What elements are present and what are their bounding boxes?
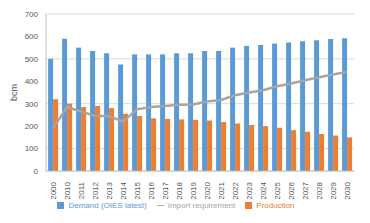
svg-text:2018: 2018 <box>175 181 184 199</box>
svg-text:2030: 2030 <box>343 181 352 199</box>
svg-text:2014: 2014 <box>119 181 128 199</box>
svg-text:2015: 2015 <box>133 181 142 199</box>
svg-text:2017: 2017 <box>161 181 170 199</box>
svg-text:2029: 2029 <box>329 181 338 199</box>
svg-text:0: 0 <box>34 167 39 176</box>
html-text:Import requirement: Import requirement <box>167 201 236 210</box>
svg-text:2000: 2000 <box>49 181 58 199</box>
svg-text:700: 700 <box>25 10 39 19</box>
svg-text:100: 100 <box>25 144 39 153</box>
svg-text:2010: 2010 <box>63 181 72 199</box>
svg-text:2016: 2016 <box>147 181 156 199</box>
svg-text:2011: 2011 <box>77 181 86 199</box>
svg-text:2022: 2022 <box>231 181 240 199</box>
svg-text:2026: 2026 <box>287 181 296 199</box>
html-text:Demand (OIES latest): Demand (OIES latest) <box>68 201 147 210</box>
svg-text:2013: 2013 <box>105 181 114 199</box>
svg-text:2025: 2025 <box>273 181 282 199</box>
svg-text:300: 300 <box>25 100 39 109</box>
svg-text:2021: 2021 <box>217 181 226 199</box>
svg-text:200: 200 <box>25 122 39 131</box>
svg-text:2027: 2027 <box>301 181 310 199</box>
svg-text:400: 400 <box>25 77 39 86</box>
svg-text:2028: 2028 <box>315 181 324 199</box>
svg-text:2019: 2019 <box>189 181 198 199</box>
svg-text:2020: 2020 <box>203 181 212 199</box>
svg-text:2012: 2012 <box>91 181 100 199</box>
svg-text:2023: 2023 <box>245 181 254 199</box>
svg-text:bcm: bcm <box>9 84 19 101</box>
svg-text:500: 500 <box>25 55 39 64</box>
svg-text:600: 600 <box>25 32 39 41</box>
svg-text:2024: 2024 <box>259 181 268 199</box>
html-text:Production: Production <box>256 201 295 210</box>
